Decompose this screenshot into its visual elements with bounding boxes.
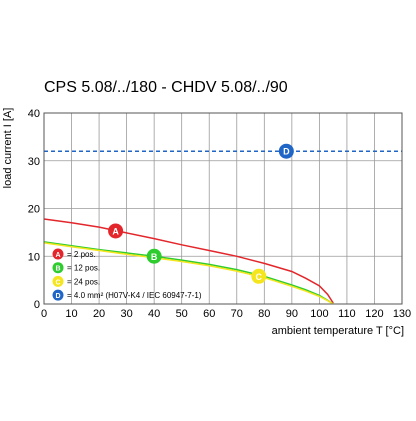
y-tick-label: 20 [28, 204, 40, 216]
legend-label: = 4.0 mm² (H07V-K4 / IEC 60947-7-1) [67, 291, 202, 300]
y-tick-label: 0 [34, 299, 40, 311]
x-tick-label: 40 [148, 308, 160, 320]
grid [43, 112, 403, 305]
series-marker-letter: D [283, 147, 290, 157]
plot-frame [43, 112, 403, 305]
series-marker-letter: B [151, 252, 158, 262]
series-markers: A B C D [108, 143, 294, 284]
x-tick-label: 20 [93, 308, 105, 320]
legend-marker-letter: C [55, 279, 60, 286]
axes: 0 10 20 30 40 50 60 70 80 90 100 110 120 130 0 10 20 30 40 [28, 108, 411, 320]
series-line-a [43, 218, 334, 304]
legend-label: = 12 pos. [67, 264, 100, 273]
legend-marker-d [52, 289, 64, 301]
x-tick-label: 10 [65, 308, 77, 320]
y-axis-label: load current I [A] [2, 108, 14, 189]
chart-title: CPS 5.08/../180 - CHDV 5.08/../90 [44, 79, 288, 96]
series-marker-a [108, 223, 124, 239]
y-tick-label: 30 [28, 156, 40, 168]
x-tick-label: 100 [310, 308, 328, 320]
series-marker-d [278, 143, 294, 159]
series-marker-letter: C [256, 272, 263, 282]
x-tick-label: 0 [41, 308, 47, 320]
legend-marker-b [52, 262, 64, 274]
x-tick-label: 30 [120, 308, 132, 320]
legend-marker-letter: A [55, 252, 60, 259]
x-tick-label: 60 [203, 308, 215, 320]
series-marker-letter: A [112, 226, 119, 236]
series-marker-b [146, 248, 162, 264]
x-tick-label: 70 [231, 308, 243, 320]
y-tick-label: 40 [28, 108, 40, 120]
legend: A = 2 pos. B = 12 pos. C = 24 pos. D = 4.0 mm² … [52, 248, 202, 301]
x-tick-label: 120 [365, 308, 383, 320]
y-tick-label: 10 [28, 251, 40, 263]
series-line-b [43, 241, 334, 305]
x-tick-label: 110 [338, 308, 356, 320]
series-lines [43, 150, 402, 305]
series-line-c [43, 242, 334, 305]
x-tick-label: 50 [176, 308, 188, 320]
legend-marker-letter: B [55, 266, 60, 273]
x-tick-label: 80 [258, 308, 270, 320]
x-tick-label: 90 [286, 308, 298, 320]
x-tick-label: 130 [393, 308, 411, 320]
legend-marker-a [52, 248, 64, 260]
legend-marker-c [52, 275, 64, 287]
x-axis-label: ambient temperature T [°C] [272, 325, 404, 337]
legend-marker-letter: D [55, 293, 60, 300]
series-marker-c [251, 268, 267, 284]
legend-label: = 2 pos. [67, 250, 96, 259]
legend-label: = 24 pos. [67, 277, 100, 286]
